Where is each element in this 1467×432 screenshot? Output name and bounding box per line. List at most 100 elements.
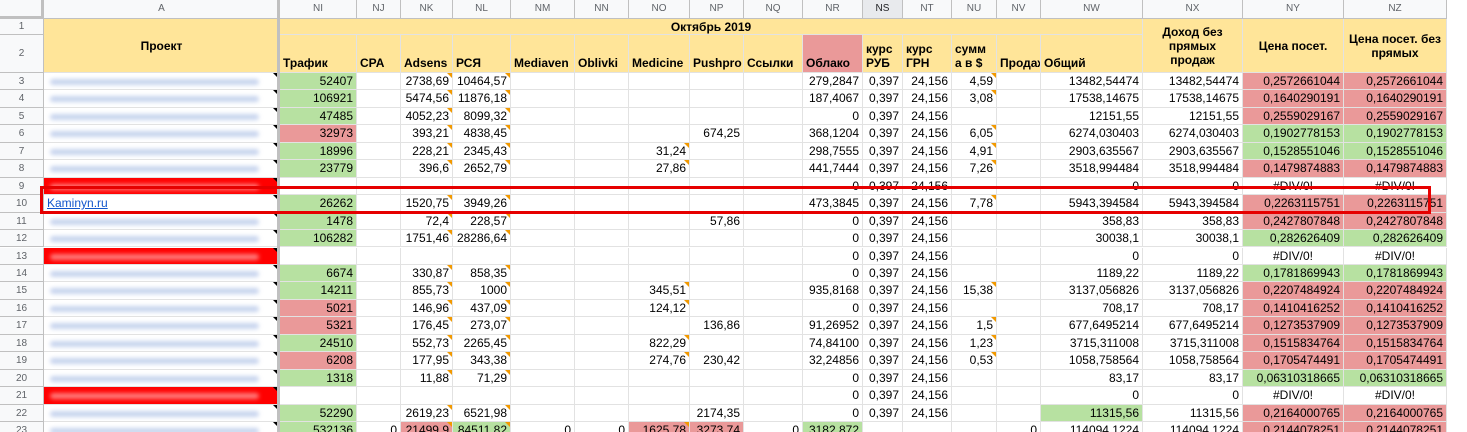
cell-np[interactable] (690, 195, 744, 213)
cell-nn[interactable] (575, 317, 629, 335)
cell-nx[interactable]: 3518,994484 (1143, 160, 1243, 178)
row-header-15[interactable]: 15 (0, 282, 44, 300)
row-header-4[interactable]: 4 (0, 90, 44, 108)
cell-nw[interactable]: 677,6495214 (1041, 317, 1143, 335)
cell-nu[interactable]: 4,59 (952, 73, 997, 91)
cell-nt[interactable]: 24,156 (903, 264, 952, 283)
cell-nv[interactable] (997, 247, 1041, 265)
cell-nl[interactable]: 10464,57 (453, 73, 511, 91)
cell-nq[interactable] (744, 142, 803, 161)
subheader-nv[interactable]: Продаж (997, 35, 1041, 73)
cell-nn[interactable] (575, 212, 629, 231)
subheader-np[interactable]: Pushpro (690, 35, 744, 73)
cell-nn[interactable] (575, 334, 629, 353)
cell-ns[interactable]: 0,397 (863, 212, 903, 231)
cell-nq[interactable] (744, 107, 803, 126)
row-header-18[interactable]: 18 (0, 334, 44, 353)
cell-nq[interactable] (744, 299, 803, 318)
column-header-nw[interactable]: NW (1041, 0, 1143, 19)
cell-nx[interactable]: 5943,394584 (1143, 195, 1243, 213)
cell-nq[interactable] (744, 177, 803, 196)
cell-nt[interactable]: 24,156 (903, 90, 952, 108)
column-header-nq[interactable]: NQ (744, 0, 803, 19)
cell-nm[interactable] (511, 247, 575, 265)
cell-ny[interactable]: 0,282626409 (1243, 230, 1344, 248)
cell-nk[interactable]: 1520,75 (401, 195, 453, 213)
project-cell[interactable] (44, 212, 280, 231)
cell-nq[interactable]: 0 (744, 422, 803, 432)
row-header-21[interactable]: 21 (0, 387, 44, 405)
cell-nn[interactable] (575, 247, 629, 265)
cell-ni[interactable] (280, 177, 357, 196)
cell-nr[interactable]: 91,26952 (803, 317, 863, 335)
cell-nr[interactable]: 0 (803, 247, 863, 265)
cell-nr[interactable]: 3182,872 (803, 422, 863, 432)
cell-nt[interactable]: 24,156 (903, 299, 952, 318)
cell-nl[interactable]: 3949,26 (453, 195, 511, 213)
cell-ny[interactable]: 0,1479874883 (1243, 160, 1344, 178)
header-project[interactable]: Проект (44, 19, 280, 73)
cell-nk[interactable]: 11,88 (401, 369, 453, 388)
cell-nu[interactable] (952, 422, 997, 432)
cell-ns[interactable]: 0,397 (863, 264, 903, 283)
cell-nx[interactable]: 0 (1143, 247, 1243, 265)
project-cell[interactable] (44, 73, 280, 91)
cell-nr[interactable]: 0 (803, 369, 863, 388)
header-price-visit-no-direct[interactable]: Цена посет. без прямых (1344, 19, 1447, 73)
row-header-11[interactable]: 11 (0, 212, 44, 231)
cell-nk[interactable] (401, 177, 453, 196)
cell-nj[interactable] (357, 212, 401, 231)
cell-np[interactable] (690, 299, 744, 318)
cell-nl[interactable] (453, 387, 511, 405)
cell-nl[interactable]: 4838,45 (453, 125, 511, 143)
cell-nr[interactable]: 0 (803, 107, 863, 126)
cell-nq[interactable] (744, 387, 803, 405)
cell-nl[interactable]: 858,35 (453, 264, 511, 283)
cell-nw[interactable]: 708,17 (1041, 299, 1143, 318)
cell-ny[interactable]: 0,1515834764 (1243, 334, 1344, 353)
cell-nj[interactable] (357, 352, 401, 370)
cell-nw[interactable]: 12151,55 (1041, 107, 1143, 126)
cell-ns[interactable] (863, 422, 903, 432)
cell-nq[interactable] (744, 352, 803, 370)
cell-nn[interactable] (575, 299, 629, 318)
cell-nk[interactable]: 4052,23 (401, 107, 453, 126)
cell-nt[interactable]: 24,156 (903, 230, 952, 248)
cell-nm[interactable] (511, 264, 575, 283)
project-cell[interactable] (44, 107, 280, 126)
cell-no[interactable] (629, 73, 690, 91)
cell-nu[interactable] (952, 264, 997, 283)
cell-nt[interactable]: 24,156 (903, 142, 952, 161)
project-cell[interactable] (44, 90, 280, 108)
cell-nq[interactable] (744, 404, 803, 422)
cell-nj[interactable] (357, 387, 401, 405)
cell-nm[interactable]: 0 (511, 422, 575, 432)
column-header-nu[interactable]: NU (952, 0, 997, 19)
cell-np[interactable]: 230,42 (690, 352, 744, 370)
cell-nk[interactable]: 396,6 (401, 160, 453, 178)
cell-np[interactable] (690, 387, 744, 405)
cell-ni[interactable]: 532136 (280, 422, 357, 432)
row-header-3[interactable]: 3 (0, 73, 44, 91)
column-header-np[interactable]: NP (690, 0, 744, 19)
cell-no[interactable] (629, 195, 690, 213)
cell-ny[interactable]: 0,2207484924 (1243, 282, 1344, 300)
cell-nw[interactable]: 17538,14675 (1041, 90, 1143, 108)
cell-nt[interactable]: 24,156 (903, 404, 952, 422)
cell-nx[interactable]: 2903,635567 (1143, 142, 1243, 161)
cell-nj[interactable] (357, 107, 401, 126)
cell-ns[interactable]: 0,397 (863, 177, 903, 196)
cell-nl[interactable]: 6521,98 (453, 404, 511, 422)
cell-nl[interactable]: 228,57 (453, 212, 511, 231)
cell-nk[interactable]: 2738,69 (401, 73, 453, 91)
cell-ny[interactable]: 0,1273537909 (1243, 317, 1344, 335)
cell-ny[interactable]: 0,1528551046 (1243, 142, 1344, 161)
cell-nt[interactable]: 24,156 (903, 195, 952, 213)
header-income-no-direct[interactable]: Доход без прямых продаж (1143, 19, 1243, 73)
cell-nx[interactable]: 1058,758564 (1143, 352, 1243, 370)
frozen-column-divider[interactable] (277, 0, 280, 432)
subheader-ns[interactable]: курс РУБ (863, 35, 903, 73)
project-cell[interactable] (44, 264, 280, 283)
cell-nt[interactable]: 24,156 (903, 282, 952, 300)
subheader-nq[interactable]: Ссылки (744, 35, 803, 73)
